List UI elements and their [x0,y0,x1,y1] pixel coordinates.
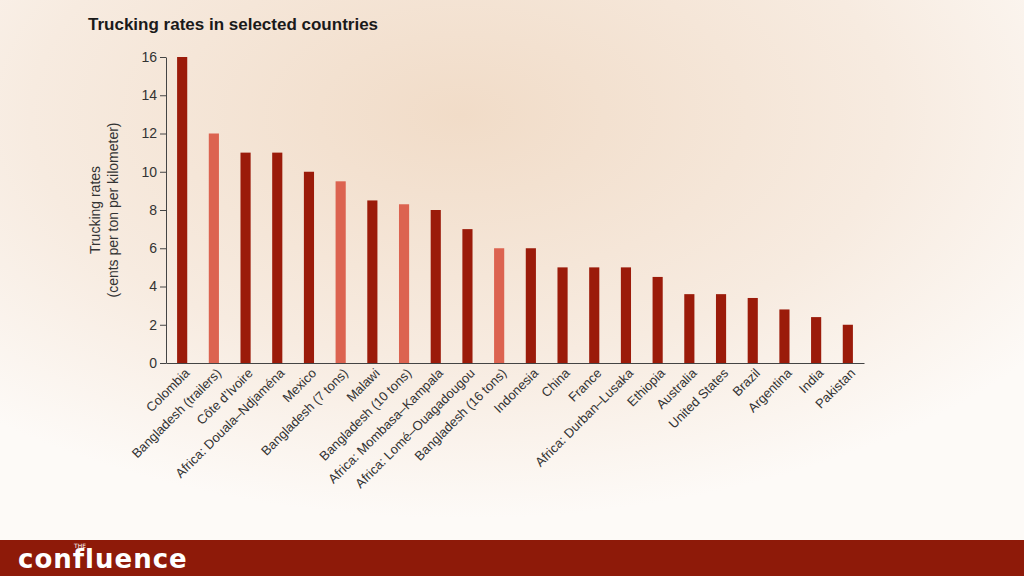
bar [240,153,250,363]
footer-band [0,540,1024,576]
bar [177,57,187,363]
bar [811,317,821,363]
title: Trucking rates in selected countries [88,15,378,34]
bar [304,172,314,363]
x-tick-label: Argentina [745,365,796,416]
bar [272,153,282,363]
y-axis-line [166,58,167,364]
bar [748,298,758,363]
x-tick: Argentina [745,365,796,416]
y-tick: 12 [141,125,166,141]
y-axis-title-line: (cents per ton per kilometer) [105,122,121,297]
y-tick-label: 16 [141,49,157,65]
bar [462,229,472,363]
x-tick: Africa: Douala–Ndjaména [172,365,288,481]
footer-brand-prefix: THE [73,542,86,549]
y-tick-label: 2 [149,317,157,333]
bar [367,200,377,363]
x-tick: Pakistan [812,366,858,412]
x-tick: Africa: Lomé–Ouagadougou [352,366,478,492]
y-tick-label: 10 [141,164,157,180]
x-tick: Africa: Mombasa–Kampala [325,365,447,487]
background [0,0,1024,576]
bar [843,325,853,363]
y-tick-mark [160,248,166,249]
y-tick-mark [160,363,166,364]
bar [684,294,694,363]
bars [177,57,853,363]
y-tick-mark [160,95,166,96]
y-axis-title: Trucking rates(cents per ton per kilomet… [87,122,121,297]
chart: Trucking rates in selected countries Truc… [0,0,1024,576]
y-tick: 0 [149,355,166,371]
y-tick-label: 12 [141,125,157,141]
y-tick: 8 [149,202,166,218]
y-axis: 0 2 4 6 8 10 12 14 16 [141,49,166,371]
footer-brand: confluence [18,544,188,574]
y-tick-mark [160,172,166,173]
x-tick: Indonesia [491,365,542,416]
y-tick-mark [160,57,166,58]
x-tick: United States [666,365,732,431]
bar [336,181,346,363]
x-tick-label: Pakistan [812,366,858,412]
y-tick: 16 [141,49,166,65]
x-tick-label: Africa: Durban–Lusaka [532,365,637,470]
bar [431,210,441,363]
bar [779,309,789,363]
y-tick-mark [160,287,166,288]
x-tick-label: Africa: Mombasa–Kampala [325,365,447,487]
y-tick: 6 [149,240,166,256]
y-tick-label: 14 [141,87,157,103]
y-tick-label: 0 [149,355,157,371]
x-tick: Africa: Durban–Lusaka [532,365,637,470]
y-tick-mark [160,210,166,211]
x-axis: ColombiaBangladesh (trailers)Côte d’Ivoi… [129,364,865,492]
bar [526,248,536,363]
x-axis-line [167,363,865,364]
x-tick-label: Bangladesh (16 tons) [411,366,509,464]
bar [399,204,409,363]
bar [209,134,219,364]
x-tick-label: United States [666,365,732,431]
y-tick: 2 [149,317,166,333]
y-tick-label: 8 [149,202,157,218]
y-tick: 4 [149,278,166,294]
y-tick-label: 6 [149,240,157,256]
bar [589,267,599,363]
y-tick: 14 [141,87,166,103]
bar [494,248,504,363]
x-tick-label: Indonesia [491,365,542,416]
y-tick-label: 4 [149,278,157,294]
bar [716,294,726,363]
y-tick: 10 [141,164,166,180]
bar [557,267,567,363]
y-tick-mark [160,134,166,135]
y-axis-title-line: Trucking rates [87,166,103,254]
bar [621,267,631,363]
x-tick-label: Africa: Douala–Ndjaména [172,365,288,481]
y-tick-mark [160,325,166,326]
bar [653,277,663,363]
x-tick-label: Africa: Lomé–Ouagadougou [352,366,478,492]
x-tick: Bangladesh (16 tons) [411,366,509,464]
